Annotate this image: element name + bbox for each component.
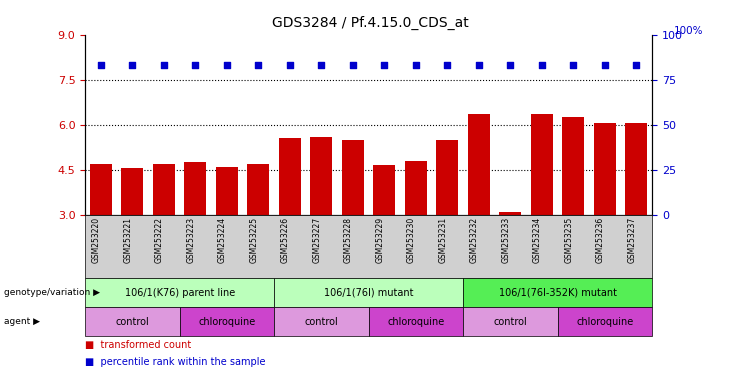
- Text: genotype/variation ▶: genotype/variation ▶: [4, 288, 100, 297]
- Bar: [247, 164, 270, 215]
- Bar: [531, 114, 553, 215]
- Text: GSM253224: GSM253224: [218, 217, 227, 263]
- Text: GSM253227: GSM253227: [313, 217, 322, 263]
- Text: GSM253225: GSM253225: [250, 217, 259, 263]
- Bar: [405, 161, 427, 215]
- Y-axis label: 100%: 100%: [674, 26, 703, 36]
- Text: GSM253234: GSM253234: [533, 217, 542, 263]
- Point: [442, 62, 453, 68]
- Text: control: control: [305, 316, 339, 327]
- Text: GSM253222: GSM253222: [155, 217, 164, 263]
- Text: control: control: [494, 316, 528, 327]
- Bar: [279, 138, 301, 215]
- Bar: [625, 123, 648, 215]
- Point: [284, 62, 296, 68]
- Text: GSM253223: GSM253223: [187, 217, 196, 263]
- Text: GSM253236: GSM253236: [596, 217, 605, 263]
- Point: [316, 62, 328, 68]
- Point: [631, 62, 642, 68]
- Text: GSM253226: GSM253226: [281, 217, 290, 263]
- Point: [505, 62, 516, 68]
- Point: [568, 62, 579, 68]
- Point: [347, 62, 359, 68]
- Text: 106/1(76I) mutant: 106/1(76I) mutant: [324, 288, 413, 298]
- Text: chloroquine: chloroquine: [199, 316, 256, 327]
- Text: 106/1(K76) parent line: 106/1(K76) parent line: [124, 288, 235, 298]
- Point: [536, 62, 548, 68]
- Text: GSM253220: GSM253220: [92, 217, 101, 263]
- Text: 106/1(76I-352K) mutant: 106/1(76I-352K) mutant: [499, 288, 617, 298]
- Text: GSM253221: GSM253221: [124, 217, 133, 263]
- Bar: [153, 164, 175, 215]
- Text: GSM253229: GSM253229: [376, 217, 385, 263]
- Point: [95, 62, 107, 68]
- Text: GDS3284 / Pf.4.15.0_CDS_at: GDS3284 / Pf.4.15.0_CDS_at: [272, 15, 469, 30]
- Bar: [373, 166, 396, 215]
- Text: GSM253230: GSM253230: [407, 217, 416, 263]
- Text: GSM253237: GSM253237: [628, 217, 637, 263]
- Text: chloroquine: chloroquine: [576, 316, 634, 327]
- Text: GSM253228: GSM253228: [344, 217, 353, 263]
- Bar: [122, 169, 144, 215]
- Point: [127, 62, 139, 68]
- Bar: [562, 117, 585, 215]
- Text: control: control: [116, 316, 150, 327]
- Point: [253, 62, 265, 68]
- Point: [599, 62, 611, 68]
- Point: [190, 62, 202, 68]
- Point: [410, 62, 422, 68]
- Bar: [499, 212, 522, 215]
- Bar: [436, 140, 459, 215]
- Bar: [468, 114, 490, 215]
- Bar: [90, 164, 112, 215]
- Point: [473, 62, 485, 68]
- Text: chloroquine: chloroquine: [388, 316, 445, 327]
- Point: [158, 62, 170, 68]
- Text: GSM253235: GSM253235: [565, 217, 574, 263]
- Text: GSM253232: GSM253232: [470, 217, 479, 263]
- Bar: [310, 137, 333, 215]
- Bar: [185, 162, 207, 215]
- Text: ■  transformed count: ■ transformed count: [85, 340, 191, 350]
- Bar: [594, 123, 616, 215]
- Point: [379, 62, 391, 68]
- Bar: [342, 140, 364, 215]
- Text: agent ▶: agent ▶: [4, 317, 40, 326]
- Bar: [216, 167, 238, 215]
- Text: ■  percentile rank within the sample: ■ percentile rank within the sample: [85, 357, 266, 367]
- Point: [221, 62, 233, 68]
- Text: GSM253231: GSM253231: [439, 217, 448, 263]
- Text: GSM253233: GSM253233: [502, 217, 511, 263]
